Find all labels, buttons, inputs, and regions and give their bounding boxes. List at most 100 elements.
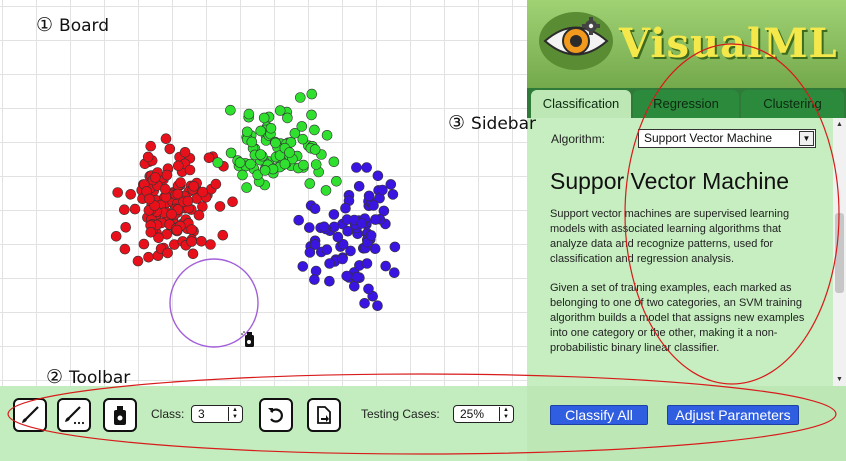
red-point bbox=[132, 255, 144, 267]
red-point bbox=[145, 140, 156, 152]
tab-regression[interactable]: Regression bbox=[633, 90, 739, 118]
blue-point bbox=[380, 260, 392, 272]
sidebar-actions: Classify All Adjust Parameters bbox=[527, 386, 846, 461]
app-title: VisualML bbox=[619, 20, 838, 67]
green-point bbox=[289, 128, 301, 139]
blue-point bbox=[341, 270, 353, 282]
green-point bbox=[274, 105, 286, 116]
green-point bbox=[258, 112, 270, 124]
red-point bbox=[210, 178, 222, 190]
algorithm-label: Algorithm: bbox=[551, 132, 606, 146]
adjust-parameters-button[interactable]: Adjust Parameters bbox=[667, 405, 799, 425]
green-point bbox=[265, 123, 277, 134]
red-point bbox=[129, 203, 141, 215]
algorithm-select[interactable]: Support Vector Machine ▼ bbox=[638, 129, 816, 148]
scatter-brush-tool-button[interactable] bbox=[57, 398, 91, 432]
green-point bbox=[306, 109, 317, 121]
green-point bbox=[241, 182, 252, 193]
red-point bbox=[186, 224, 197, 235]
blue-point bbox=[328, 209, 340, 220]
blue-point bbox=[370, 214, 381, 225]
red-point bbox=[188, 181, 200, 192]
red-point bbox=[125, 189, 136, 200]
blue-point bbox=[369, 243, 381, 254]
classify-all-button[interactable]: Classify All bbox=[550, 405, 648, 425]
blue-point bbox=[372, 300, 383, 312]
green-point bbox=[284, 147, 295, 158]
blue-point bbox=[387, 189, 399, 200]
export-button[interactable] bbox=[307, 398, 341, 432]
red-point bbox=[119, 204, 130, 215]
callout-number: ② bbox=[46, 366, 64, 388]
sidebar-scrollbar[interactable]: ▲ ▼ bbox=[833, 118, 846, 386]
brush-selection-circle bbox=[169, 258, 259, 348]
dropdown-arrow-icon[interactable]: ▼ bbox=[799, 131, 814, 146]
green-point bbox=[259, 165, 271, 176]
green-point bbox=[328, 156, 340, 168]
red-point bbox=[187, 248, 199, 260]
green-point bbox=[304, 178, 316, 189]
green-point bbox=[297, 133, 309, 145]
app-header: VisualML bbox=[527, 0, 846, 88]
stepper-arrows-icon[interactable]: ▲ ▼ bbox=[228, 407, 241, 421]
red-point bbox=[171, 224, 183, 236]
red-point bbox=[164, 143, 176, 155]
algorithm-panel: Algorithm: Support Vector Machine ▼ Supp… bbox=[527, 118, 833, 386]
tab-clustering[interactable]: Clustering bbox=[741, 90, 844, 118]
blue-point bbox=[368, 200, 379, 211]
sidebar: VisualML Classification Regression Clust… bbox=[527, 0, 846, 461]
blue-point bbox=[324, 275, 335, 287]
class-label: Class: bbox=[151, 407, 185, 421]
green-point bbox=[320, 185, 332, 196]
testing-cases-value: 25% bbox=[460, 407, 485, 421]
scatter-brush-icon bbox=[65, 406, 85, 425]
board[interactable] bbox=[0, 0, 527, 386]
green-point bbox=[243, 108, 255, 120]
red-point bbox=[214, 201, 226, 212]
blue-point bbox=[363, 190, 375, 202]
tab-classification[interactable]: Classification bbox=[531, 90, 631, 118]
red-point bbox=[203, 152, 215, 164]
blue-point bbox=[345, 245, 356, 257]
callout-number: ① bbox=[36, 14, 54, 36]
red-point bbox=[110, 231, 122, 242]
blue-point bbox=[318, 221, 330, 233]
spray-tool-button[interactable] bbox=[103, 398, 137, 432]
blue-point bbox=[304, 247, 316, 258]
brush-tool-button[interactable] bbox=[13, 398, 47, 432]
red-point bbox=[119, 243, 131, 255]
blue-point bbox=[309, 203, 321, 214]
blue-point bbox=[363, 283, 374, 295]
scroll-down-icon[interactable]: ▼ bbox=[836, 376, 843, 383]
stepper-arrows-icon[interactable]: ▲ ▼ bbox=[499, 407, 512, 421]
scroll-thumb[interactable] bbox=[835, 213, 844, 293]
red-point bbox=[138, 238, 150, 250]
blue-point bbox=[389, 241, 401, 253]
blue-point bbox=[388, 267, 400, 279]
red-point bbox=[193, 209, 205, 221]
algorithm-heading: Suppor Vector Machine bbox=[550, 168, 790, 194]
green-point bbox=[321, 130, 333, 141]
callout-label: Toolbar bbox=[69, 368, 131, 388]
blue-point bbox=[361, 258, 373, 269]
class-value: 3 bbox=[198, 407, 205, 421]
scatter-board[interactable] bbox=[0, 0, 527, 386]
red-point bbox=[144, 193, 155, 205]
red-point bbox=[227, 196, 238, 208]
green-point bbox=[309, 144, 321, 155]
reset-button[interactable] bbox=[259, 398, 293, 432]
blue-point bbox=[297, 261, 309, 272]
testing-cases-stepper[interactable]: 25% ▲ ▼ bbox=[453, 405, 514, 423]
red-point bbox=[205, 239, 216, 250]
document-icon bbox=[317, 406, 331, 424]
blue-point bbox=[303, 222, 315, 233]
class-stepper[interactable]: 3 ▲ ▼ bbox=[191, 405, 243, 423]
green-point bbox=[282, 112, 293, 124]
red-point bbox=[153, 232, 164, 244]
algorithm-description-1: Support vector machines are supervised l… bbox=[550, 208, 790, 265]
scroll-up-icon[interactable]: ▲ bbox=[836, 121, 843, 128]
green-point bbox=[279, 158, 291, 170]
green-point bbox=[298, 159, 309, 171]
blue-point bbox=[348, 280, 360, 292]
blue-point bbox=[353, 181, 365, 192]
